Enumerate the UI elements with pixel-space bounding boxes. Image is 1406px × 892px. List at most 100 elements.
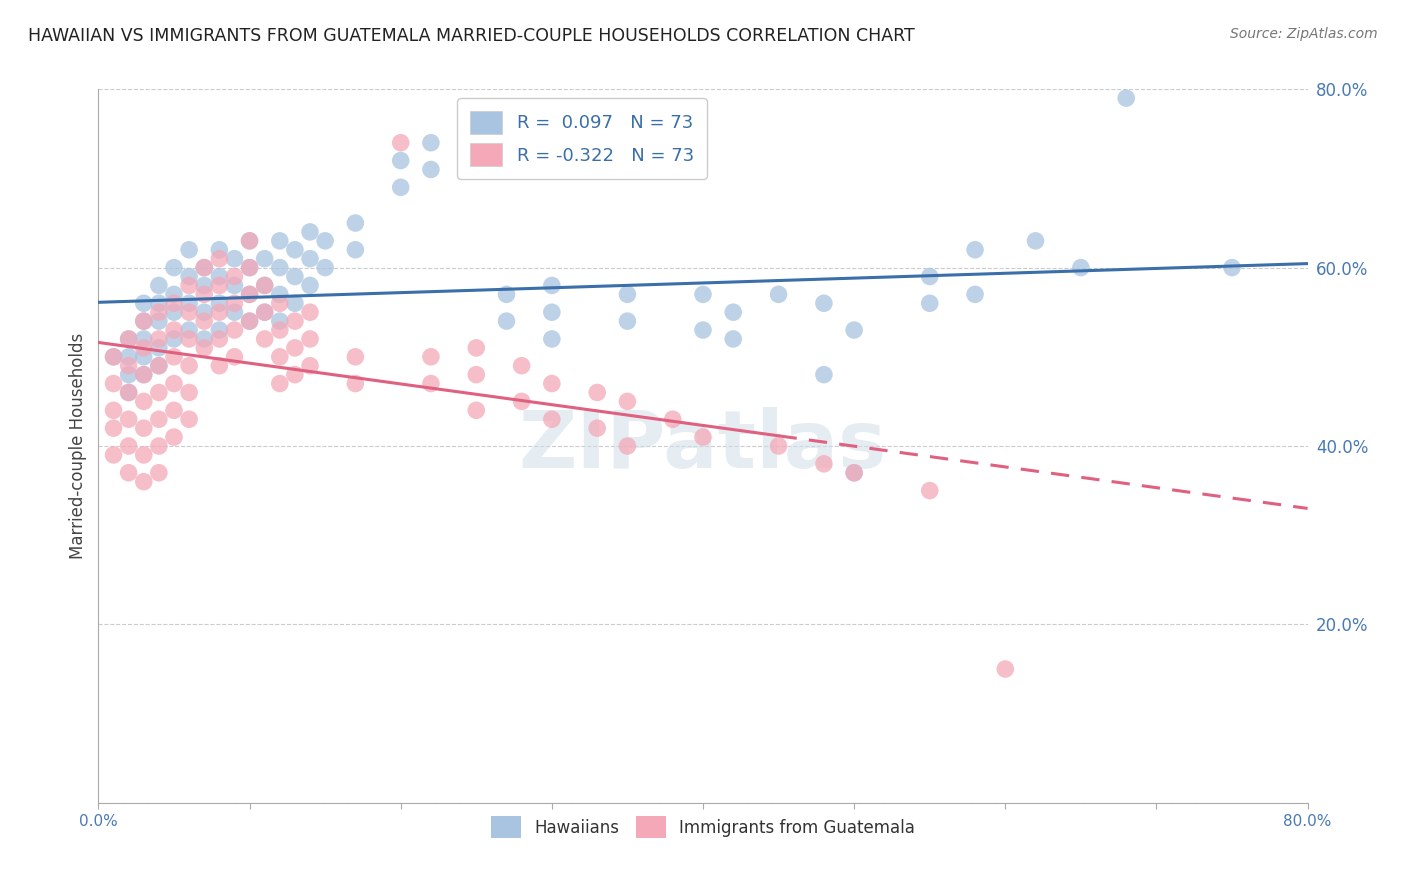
Point bbox=[616, 394, 638, 409]
Point bbox=[299, 359, 322, 373]
Point bbox=[163, 350, 186, 364]
Point bbox=[299, 225, 322, 239]
Point bbox=[284, 314, 307, 328]
Point bbox=[269, 350, 291, 364]
Point bbox=[193, 260, 215, 275]
Point bbox=[965, 243, 987, 257]
Point bbox=[118, 412, 141, 426]
Point bbox=[269, 260, 291, 275]
Point bbox=[269, 287, 291, 301]
Point bbox=[465, 403, 488, 417]
Point bbox=[208, 296, 231, 310]
Point bbox=[495, 314, 517, 328]
Point bbox=[224, 269, 246, 284]
Point bbox=[148, 305, 170, 319]
Point bbox=[813, 457, 835, 471]
Point bbox=[540, 376, 562, 391]
Point bbox=[692, 430, 714, 444]
Point bbox=[179, 296, 201, 310]
Point bbox=[118, 359, 141, 373]
Text: HAWAIIAN VS IMMIGRANTS FROM GUATEMALA MARRIED-COUPLE HOUSEHOLDS CORRELATION CHAR: HAWAIIAN VS IMMIGRANTS FROM GUATEMALA MA… bbox=[28, 27, 915, 45]
Point bbox=[224, 350, 246, 364]
Point bbox=[103, 403, 125, 417]
Point bbox=[163, 403, 186, 417]
Point bbox=[692, 287, 714, 301]
Point bbox=[844, 466, 866, 480]
Legend: Hawaiians, Immigrants from Guatemala: Hawaiians, Immigrants from Guatemala bbox=[484, 810, 922, 845]
Point bbox=[510, 394, 533, 409]
Point bbox=[224, 323, 246, 337]
Point bbox=[239, 287, 262, 301]
Point bbox=[163, 332, 186, 346]
Text: Source: ZipAtlas.com: Source: ZipAtlas.com bbox=[1230, 27, 1378, 41]
Point bbox=[420, 136, 443, 150]
Point bbox=[723, 332, 745, 346]
Point bbox=[269, 376, 291, 391]
Point bbox=[239, 287, 262, 301]
Point bbox=[148, 332, 170, 346]
Point bbox=[1115, 91, 1137, 105]
Point bbox=[118, 385, 141, 400]
Point bbox=[813, 368, 835, 382]
Point bbox=[193, 287, 215, 301]
Point bbox=[284, 296, 307, 310]
Point bbox=[239, 260, 262, 275]
Point bbox=[208, 359, 231, 373]
Point bbox=[284, 269, 307, 284]
Point bbox=[314, 234, 336, 248]
Point bbox=[132, 448, 155, 462]
Point bbox=[193, 341, 215, 355]
Point bbox=[344, 216, 367, 230]
Point bbox=[918, 483, 941, 498]
Point bbox=[118, 350, 141, 364]
Point bbox=[103, 350, 125, 364]
Point bbox=[239, 234, 262, 248]
Point bbox=[193, 305, 215, 319]
Point bbox=[118, 385, 141, 400]
Point bbox=[148, 314, 170, 328]
Point bbox=[132, 332, 155, 346]
Point bbox=[148, 359, 170, 373]
Point bbox=[148, 466, 170, 480]
Point bbox=[193, 260, 215, 275]
Point bbox=[208, 252, 231, 266]
Point bbox=[148, 296, 170, 310]
Point bbox=[253, 278, 276, 293]
Point bbox=[844, 466, 866, 480]
Point bbox=[918, 296, 941, 310]
Text: ZIPatlas: ZIPatlas bbox=[519, 407, 887, 485]
Point bbox=[465, 368, 488, 382]
Point bbox=[208, 305, 231, 319]
Point bbox=[224, 278, 246, 293]
Y-axis label: Married-couple Households: Married-couple Households bbox=[69, 333, 87, 559]
Point bbox=[389, 180, 412, 194]
Point bbox=[540, 412, 562, 426]
Point bbox=[269, 296, 291, 310]
Point bbox=[239, 314, 262, 328]
Point bbox=[253, 305, 276, 319]
Point bbox=[132, 475, 155, 489]
Point bbox=[208, 332, 231, 346]
Point bbox=[179, 278, 201, 293]
Point bbox=[284, 368, 307, 382]
Point bbox=[269, 314, 291, 328]
Point bbox=[132, 394, 155, 409]
Point bbox=[224, 252, 246, 266]
Point bbox=[224, 296, 246, 310]
Point bbox=[616, 287, 638, 301]
Point bbox=[299, 332, 322, 346]
Point bbox=[132, 341, 155, 355]
Point bbox=[118, 368, 141, 382]
Point bbox=[768, 287, 790, 301]
Point bbox=[299, 252, 322, 266]
Point bbox=[132, 421, 155, 435]
Point bbox=[132, 314, 155, 328]
Point bbox=[616, 314, 638, 328]
Point bbox=[148, 359, 170, 373]
Point bbox=[844, 323, 866, 337]
Point bbox=[284, 341, 307, 355]
Point bbox=[1070, 260, 1092, 275]
Point bbox=[179, 323, 201, 337]
Point bbox=[420, 350, 443, 364]
Point bbox=[813, 296, 835, 310]
